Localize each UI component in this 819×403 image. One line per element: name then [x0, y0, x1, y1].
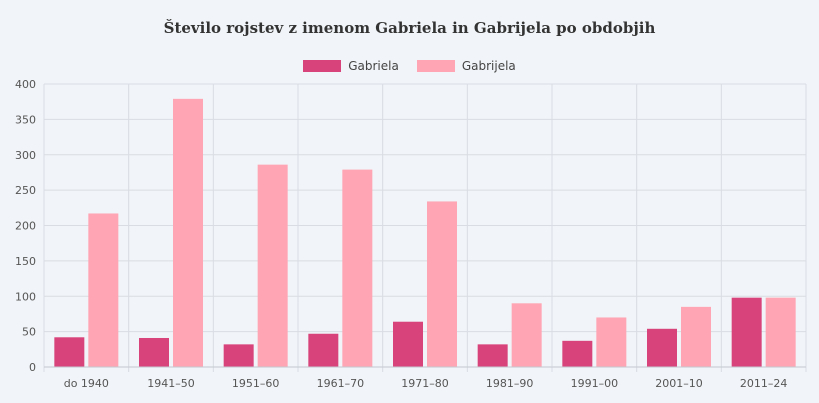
legend-label-gabriela: Gabriela: [348, 59, 399, 73]
y-tick-label: 300: [15, 149, 36, 162]
bar-gabriela[interactable]: [477, 344, 508, 367]
x-tick-label: 2001–10: [655, 377, 703, 390]
bar-gabrijela[interactable]: [427, 201, 457, 367]
bar-gabriela[interactable]: [393, 321, 423, 367]
chart-title: Število rojstev z imenom Gabriela in Gab…: [163, 19, 656, 37]
x-tick-label: 2011–24: [740, 377, 788, 390]
legend-label-gabrijela: Gabrijela: [461, 59, 516, 73]
bar-gabrijela[interactable]: [257, 164, 288, 367]
bar-gabrijela[interactable]: [596, 317, 627, 367]
x-tick-label: 1941–50: [147, 377, 195, 390]
bar-gabrijela[interactable]: [173, 98, 203, 368]
y-tick-label: 400: [15, 78, 36, 91]
bar-gabriela[interactable]: [139, 337, 169, 367]
legend-item-gabrijela[interactable]: Gabrijela: [416, 59, 516, 73]
legend-swatch-gabriela: [303, 60, 342, 72]
y-tick-label: 250: [15, 184, 36, 197]
bar-gabriela[interactable]: [223, 344, 254, 367]
bar-gabrijela[interactable]: [681, 306, 711, 367]
bar-gabrijela[interactable]: [88, 213, 119, 367]
y-tick-label: 100: [15, 290, 36, 303]
bar-gabrijela[interactable]: [765, 297, 796, 367]
x-tick-label: 1971–80: [401, 377, 449, 390]
bar-gabriela[interactable]: [647, 328, 677, 367]
x-tick-label: 1991–00: [571, 377, 619, 390]
legend-swatch-gabrijela: [416, 60, 455, 72]
x-tick-label: 1961–70: [317, 377, 365, 390]
x-tick-label: 1951–60: [232, 377, 280, 390]
bar-gabriela[interactable]: [731, 297, 762, 367]
bar-gabrijela[interactable]: [342, 169, 373, 367]
y-tick-label: 350: [15, 113, 36, 126]
chart-legend: Gabriela Gabrijela: [0, 59, 819, 73]
x-tick-label: 1981–90: [486, 377, 534, 390]
bar-gabriela[interactable]: [562, 340, 593, 367]
legend-item-gabriela[interactable]: Gabriela: [303, 59, 399, 73]
x-tick-label: do 1940: [64, 377, 109, 390]
y-tick-label: 0: [29, 361, 36, 374]
bar-gabriela[interactable]: [308, 333, 339, 367]
y-tick-label: 150: [15, 255, 36, 268]
y-tick-label: 50: [22, 326, 36, 339]
bar-gabrijela[interactable]: [511, 303, 542, 367]
bar-gabriela[interactable]: [54, 337, 85, 367]
y-tick-label: 200: [15, 220, 36, 233]
